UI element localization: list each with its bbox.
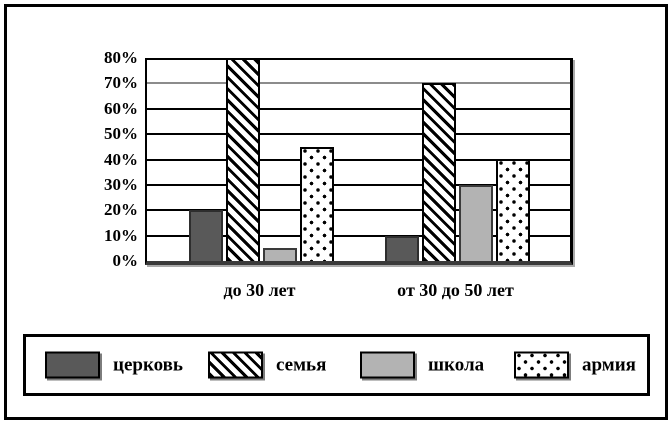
bar: [496, 159, 530, 261]
y-tick-label: 40%: [104, 149, 138, 169]
legend-item: церковь: [45, 351, 183, 379]
legend-label: семья: [276, 354, 327, 375]
legend-swatch-3: [360, 351, 415, 379]
x-category-label: до 30 лет: [223, 280, 296, 300]
gridline-20pct: [147, 209, 570, 212]
gridline-40pct: [147, 158, 570, 161]
bar: [385, 236, 419, 261]
y-tick-label: 0%: [112, 251, 139, 270]
bar: [226, 58, 260, 261]
y-tick-label: 80%: [104, 48, 138, 67]
legend-item: школа: [360, 351, 485, 379]
x-axis: до 30 лет от 30 до 50 лет: [145, 280, 573, 306]
gridline-30pct: [147, 183, 570, 186]
y-tick-label: 70%: [104, 73, 138, 93]
legend-label: церковь: [113, 354, 183, 375]
legend-label: школа: [428, 354, 485, 375]
y-tick-label: 20%: [104, 200, 138, 220]
bar: [300, 147, 334, 261]
y-axis: 0% 10% 20% 30% 40% 50% 60% 70% 80%: [50, 49, 138, 270]
legend-item: семья: [208, 351, 327, 379]
plot-area: [145, 58, 573, 265]
legend-box: церковь семья школа армия: [23, 334, 650, 396]
y-tick-label: 30%: [104, 174, 138, 194]
legend-swatch-4: [514, 351, 569, 379]
legend-swatch-1: [45, 351, 100, 379]
gridline-50pct: [147, 133, 570, 136]
legend-label: армия: [582, 354, 636, 375]
bar: [422, 83, 456, 261]
bar: [189, 210, 223, 261]
y-tick-label: 50%: [104, 124, 138, 144]
y-tick-label: 60%: [104, 98, 138, 118]
legend-item: армия: [514, 351, 636, 379]
x-category-label: от 30 до 50 лет: [397, 280, 514, 300]
gridline-70pct: [147, 82, 570, 85]
outer-frame: [4, 4, 668, 420]
legend-swatch-2: [208, 351, 263, 379]
bar: [263, 248, 297, 261]
gridline-60pct: [147, 107, 570, 110]
y-tick-label: 10%: [104, 225, 138, 245]
gridline-10pct: [147, 234, 570, 237]
bar: [459, 185, 493, 261]
